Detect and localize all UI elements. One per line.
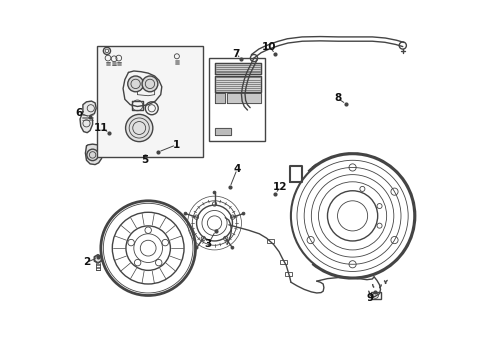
Text: 8: 8 — [334, 93, 341, 103]
Circle shape — [128, 76, 144, 92]
Polygon shape — [227, 93, 261, 103]
Text: 1: 1 — [172, 140, 180, 150]
Polygon shape — [80, 101, 96, 133]
Circle shape — [231, 246, 234, 249]
Bar — [280, 260, 287, 264]
Polygon shape — [98, 140, 108, 149]
Text: 7: 7 — [233, 49, 240, 59]
Bar — [285, 272, 293, 276]
Circle shape — [242, 212, 245, 215]
Text: 11: 11 — [94, 123, 108, 133]
Text: 6: 6 — [75, 108, 83, 118]
Polygon shape — [94, 255, 102, 263]
Text: 3: 3 — [205, 239, 212, 249]
Polygon shape — [215, 93, 225, 103]
Polygon shape — [137, 87, 155, 96]
Bar — [209, 58, 265, 140]
Polygon shape — [132, 101, 143, 110]
Text: 2: 2 — [83, 257, 90, 267]
Circle shape — [125, 114, 153, 141]
Polygon shape — [85, 144, 102, 165]
Polygon shape — [215, 63, 261, 74]
Text: 10: 10 — [262, 42, 277, 51]
Text: 4: 4 — [233, 164, 241, 174]
Circle shape — [184, 212, 187, 215]
Text: 5: 5 — [142, 155, 149, 165]
Polygon shape — [215, 128, 231, 135]
Text: 9: 9 — [367, 293, 374, 303]
Bar — [97, 45, 203, 157]
Bar — [370, 292, 381, 299]
Circle shape — [87, 149, 98, 161]
Polygon shape — [123, 71, 162, 107]
Polygon shape — [215, 76, 261, 92]
Circle shape — [213, 191, 216, 194]
Text: 12: 12 — [273, 182, 288, 192]
Bar — [267, 239, 274, 243]
Circle shape — [195, 246, 198, 249]
Circle shape — [142, 76, 158, 92]
